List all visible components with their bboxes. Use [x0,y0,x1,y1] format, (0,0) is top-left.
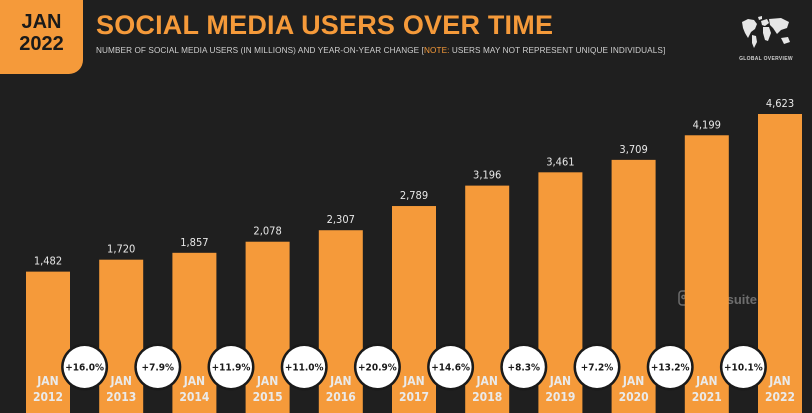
x-label-2012: JAN 2012 [33,374,63,404]
x-label-year: 2012 [33,390,63,404]
yoy-label: +13.2% [651,363,690,374]
value-label-2022: 4,623 [766,97,794,110]
badge-month: JAN [21,11,62,33]
value-label-2019: 3,461 [546,155,574,168]
value-label-2016: 2,307 [327,213,355,226]
yoy-label: +20.9% [358,363,397,374]
x-label-2022: JAN 2022 [765,374,795,404]
x-label-2019: JAN 2019 [545,374,575,404]
yoy-bubble-2020: +7.2% [573,343,621,391]
yoy-bubble-2015: +11.9% [207,343,255,391]
world-map-icon [742,16,790,48]
chart-title: SOCIAL MEDIA USERS OVER TIME [96,10,554,40]
yoy-bubble-2017: +20.9% [353,343,401,391]
yoy-bubble-2021: +13.2% [646,343,694,391]
x-axis-labels-group: JAN 2012 JAN 2013 JAN 2014 JAN 2015 JAN 2016 JAN 20… [33,374,795,404]
x-label-year: 2017 [399,390,429,404]
bar-2016 [318,230,363,413]
subtitle-main: NUMBER OF SOCIAL MEDIA USERS (IN MILLION… [96,46,424,55]
yoy-label: +8.3% [508,363,541,374]
x-label-month: JAN [256,374,278,388]
yoy-bubble-2014: +7.9% [134,343,182,391]
global-overview-logo: GLOBAL OVERVIEW [732,14,800,62]
x-label-year: 2022 [765,390,795,404]
yoy-bubble-2018: +14.6% [427,343,475,391]
x-label-year: 2014 [179,390,210,404]
yoy-label: +16.0% [65,363,104,374]
subtitle-note: NOTE: [424,46,450,55]
x-label-year: 2015 [253,390,283,404]
x-label-month: JAN [768,374,790,388]
yoy-label: +7.9% [142,363,175,374]
value-labels-group: 1,482 1,720 1,857 2,078 2,307 2,789 3,196 3,461… [34,97,794,268]
x-label-year: 2013 [106,390,136,404]
yoy-bubbles-group: +16.0% +7.9% +11.9% +11.0% +20.9% +14.6% +8.3%… [61,343,767,391]
badge-year: 2022 [19,33,64,55]
value-label-2015: 2,078 [253,225,281,238]
x-label-2014: JAN 2014 [179,374,210,404]
bar-2012 [26,271,70,413]
x-label-2021: JAN 2021 [692,374,722,404]
x-label-month: JAN [622,374,644,388]
x-label-month: JAN [183,374,205,388]
x-label-2013: JAN 2013 [106,374,136,404]
yoy-label: +11.9% [212,363,251,374]
x-label-2018: JAN 2018 [472,374,502,404]
value-label-2018: 3,196 [473,169,501,182]
x-label-2016: JAN 2016 [326,374,356,404]
date-badge: JAN 2022 [0,0,83,74]
x-label-year: 2019 [545,390,575,404]
x-label-year: 2018 [472,390,502,404]
bar-2017 [392,206,436,413]
bars-group [26,114,802,413]
value-label-2020: 3,709 [619,143,647,156]
yoy-label: +11.0% [285,363,324,374]
x-label-year: 2021 [692,390,722,404]
subtitle-rest: USERS MAY NOT REPRESENT UNIQUE INDIVIDUA… [449,46,666,55]
value-label-2012: 1,482 [34,255,62,268]
value-label-2014: 1,857 [180,236,208,249]
bar-2014 [172,252,217,413]
yoy-bubble-2022: +10.1% [719,343,767,391]
chart-subtitle: NUMBER OF SOCIAL MEDIA USERS (IN MILLION… [96,46,665,55]
x-label-2017: JAN 2017 [399,374,429,404]
x-label-2015: JAN 2015 [253,374,283,404]
value-label-2017: 2,789 [400,189,428,202]
x-label-month: JAN [36,374,58,388]
x-label-month: JAN [109,374,131,388]
value-label-2013: 1,720 [107,243,135,256]
x-label-year: 2016 [326,390,356,404]
value-label-2021: 4,199 [693,118,721,131]
yoy-bubble-2016: +11.0% [280,343,328,391]
global-overview-label: GLOBAL OVERVIEW [739,56,793,62]
yoy-label: +7.2% [581,363,614,374]
yoy-label: +14.6% [431,363,470,374]
x-label-month: JAN [402,374,424,388]
yoy-bubble-2019: +8.3% [500,343,548,391]
x-label-year: 2020 [619,390,649,404]
bar-2015 [245,241,290,413]
x-label-month: JAN [549,374,571,388]
yoy-bubble-2013: +16.0% [61,343,109,391]
x-label-month: JAN [695,374,717,388]
x-label-month: JAN [475,374,497,388]
yoy-label: +10.1% [724,363,763,374]
bar-2013 [99,259,144,413]
x-label-month: JAN [329,374,351,388]
x-label-2020: JAN 2020 [619,374,649,404]
